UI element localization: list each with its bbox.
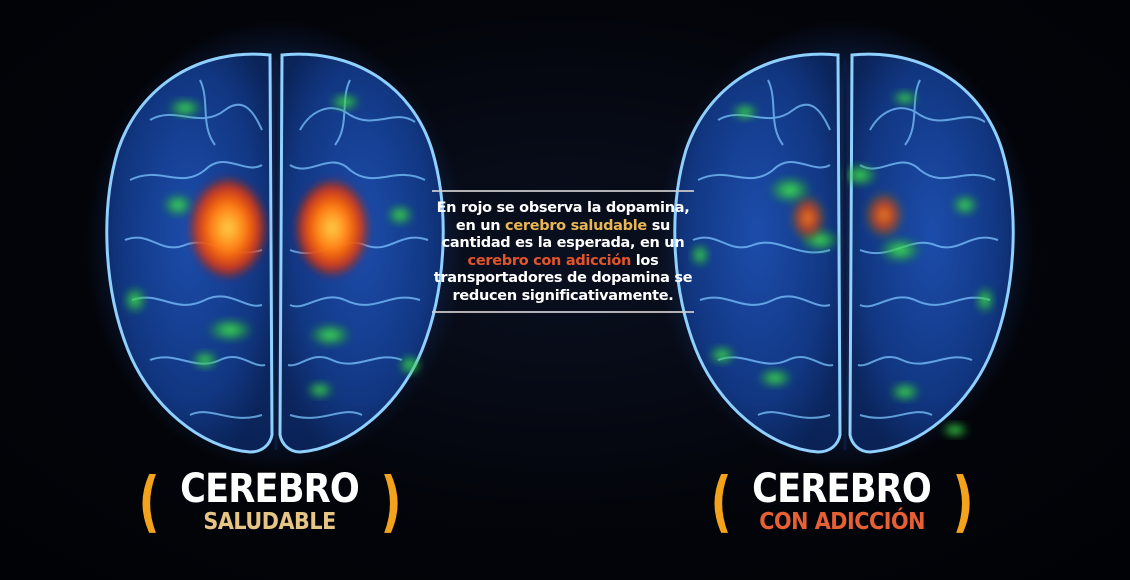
addicted-brain bbox=[655, 20, 1035, 470]
close-parenthesis-right: ) bbox=[952, 463, 974, 540]
close-parenthesis-left: ) bbox=[380, 463, 402, 540]
dopamine-spot-healthy-right bbox=[294, 178, 370, 278]
label-healthy-line1: CEREBRO bbox=[180, 466, 361, 512]
caption-part3: los transportadores de dopamina se reduc… bbox=[433, 252, 693, 304]
caption-top-rule bbox=[432, 190, 694, 192]
healthy-brain bbox=[86, 20, 466, 470]
left-hemisphere-healthy bbox=[105, 52, 274, 454]
right-hemisphere-addicted bbox=[848, 52, 1015, 454]
open-parenthesis-right: ( bbox=[710, 463, 732, 540]
dopamine-spot-addicted-right bbox=[864, 191, 904, 239]
label-addicted-line1: CEREBRO bbox=[752, 466, 933, 512]
caption-highlight-healthy: cerebro saludable bbox=[505, 217, 647, 234]
caption-bottom-rule bbox=[432, 311, 694, 313]
caption-part1: En rojo se observa la dopamina, en un bbox=[436, 200, 690, 234]
addicted-gyri bbox=[692, 79, 999, 419]
caption-part2: su cantidad es la esperada, en un bbox=[441, 217, 685, 252]
caption-highlight-addiction: cerebro con adicción bbox=[467, 252, 632, 269]
label-healthy-brain: ( CEREBRO SALUDABLE ) bbox=[139, 462, 401, 542]
open-parenthesis-left: ( bbox=[138, 463, 160, 540]
label-healthy-line2: SALUDABLE bbox=[203, 509, 337, 535]
label-addicted-brain: ( CEREBRO CON ADICCIÓN ) bbox=[711, 462, 973, 542]
label-addicted-line2: CON ADICCIÓN bbox=[759, 509, 925, 535]
caption-text: En rojo se observa la dopamina, en un ce… bbox=[432, 200, 694, 305]
caption-box: En rojo se observa la dopamina, en un ce… bbox=[432, 190, 694, 313]
dopamine-spot-healthy-left bbox=[188, 176, 268, 280]
dopamine-spot-addicted-left bbox=[790, 194, 826, 242]
